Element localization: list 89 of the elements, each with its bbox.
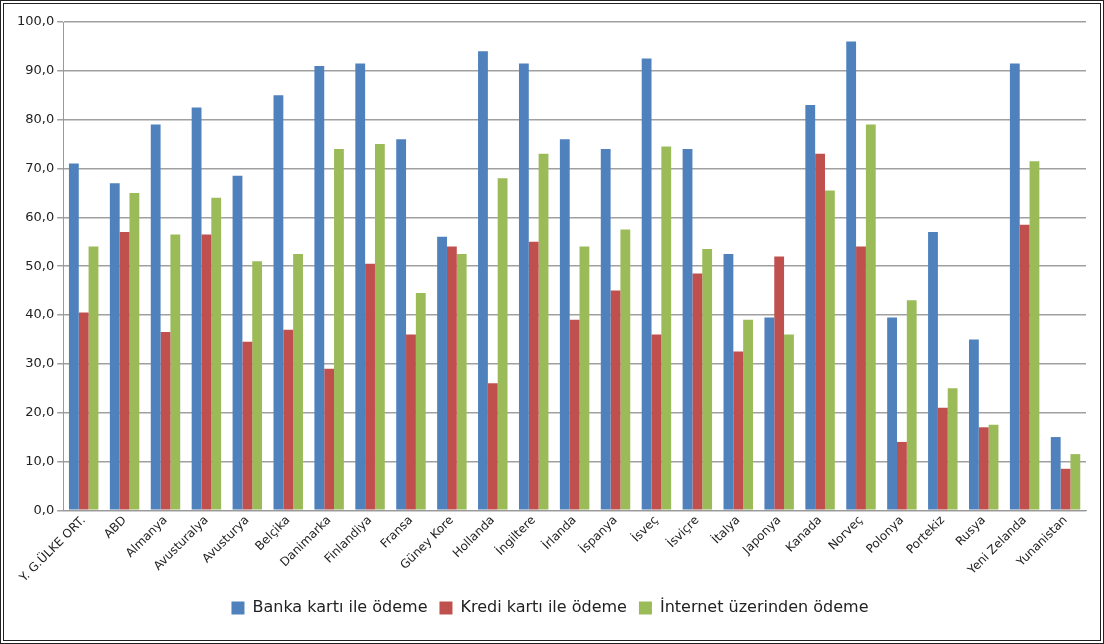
y-tick-label: 70,0 <box>25 159 55 175</box>
bar <box>119 231 130 510</box>
bar <box>1029 161 1040 510</box>
y-tick-label: 100,0 <box>17 13 55 29</box>
bar <box>610 290 621 510</box>
y-tick-label: 0,0 <box>33 501 55 517</box>
bar <box>374 144 385 510</box>
bar <box>252 261 263 510</box>
bar <box>478 51 488 510</box>
y-tick-label: 60,0 <box>25 208 55 224</box>
bar <box>1060 468 1071 510</box>
bar <box>815 153 825 510</box>
bar <box>928 231 938 510</box>
bar <box>232 175 243 510</box>
bar <box>456 253 467 510</box>
bar <box>396 139 407 510</box>
bar <box>518 63 529 510</box>
bar <box>283 329 294 510</box>
bar <box>988 424 999 510</box>
y-tick-label: 30,0 <box>25 355 55 371</box>
bar <box>569 319 580 510</box>
bar <box>1009 63 1020 510</box>
bar <box>733 351 744 510</box>
bar <box>129 192 140 510</box>
y-tick-label: 50,0 <box>25 257 55 273</box>
bar <box>600 148 611 510</box>
bar <box>170 234 181 510</box>
bar <box>211 197 222 510</box>
bar <box>620 229 631 510</box>
bar <box>947 388 958 510</box>
bar <box>538 153 549 510</box>
bar <box>324 368 335 510</box>
bar <box>764 317 775 510</box>
bar <box>887 317 897 510</box>
bar <box>437 236 447 510</box>
bar <box>846 41 857 510</box>
bar <box>487 383 498 510</box>
bar <box>88 246 99 510</box>
y-tick-label: 90,0 <box>25 62 55 78</box>
bar <box>968 339 979 510</box>
bar <box>293 253 303 510</box>
bar <box>702 249 713 510</box>
bar <box>150 124 161 510</box>
bar <box>865 124 876 510</box>
bar <box>497 178 508 510</box>
y-tick-label: 10,0 <box>25 452 55 468</box>
bar <box>692 273 703 510</box>
bar <box>805 105 816 510</box>
legend-label: Banka kartı ile ödeme <box>252 597 428 617</box>
bar <box>784 334 794 510</box>
bar <box>856 246 866 510</box>
y-tick-label: 40,0 <box>25 306 55 322</box>
legend-label: Kredi kartı ile ödeme <box>460 597 627 617</box>
bar <box>201 234 212 510</box>
bar <box>641 58 652 510</box>
bar <box>579 246 590 510</box>
bar <box>406 334 416 510</box>
bar <box>559 139 570 510</box>
bar <box>774 256 785 510</box>
bar <box>191 107 202 510</box>
bar <box>314 65 325 510</box>
bar <box>723 253 734 510</box>
bar <box>273 95 284 510</box>
bar <box>651 334 662 510</box>
bar <box>68 163 79 510</box>
bar <box>906 300 917 510</box>
bar <box>160 332 171 510</box>
bar <box>937 407 948 510</box>
bar <box>415 293 426 510</box>
y-tick-label: 20,0 <box>25 404 55 420</box>
legend-label: İnternet üzerinden ödeme <box>659 597 869 617</box>
bar <box>365 263 375 510</box>
bar <box>1019 224 1030 510</box>
bar <box>528 241 539 510</box>
bar <box>1050 437 1061 510</box>
bar <box>334 148 344 510</box>
bar <box>682 148 693 510</box>
bar <box>743 319 753 510</box>
bar <box>978 427 989 510</box>
bar <box>355 63 366 510</box>
bar <box>446 246 457 510</box>
bar <box>78 312 89 510</box>
bar <box>896 441 907 510</box>
bar <box>661 146 672 510</box>
bar <box>109 183 120 510</box>
y-tick-label: 80,0 <box>25 111 55 127</box>
bar <box>242 341 253 510</box>
bar <box>1070 454 1081 510</box>
bar <box>824 190 835 510</box>
